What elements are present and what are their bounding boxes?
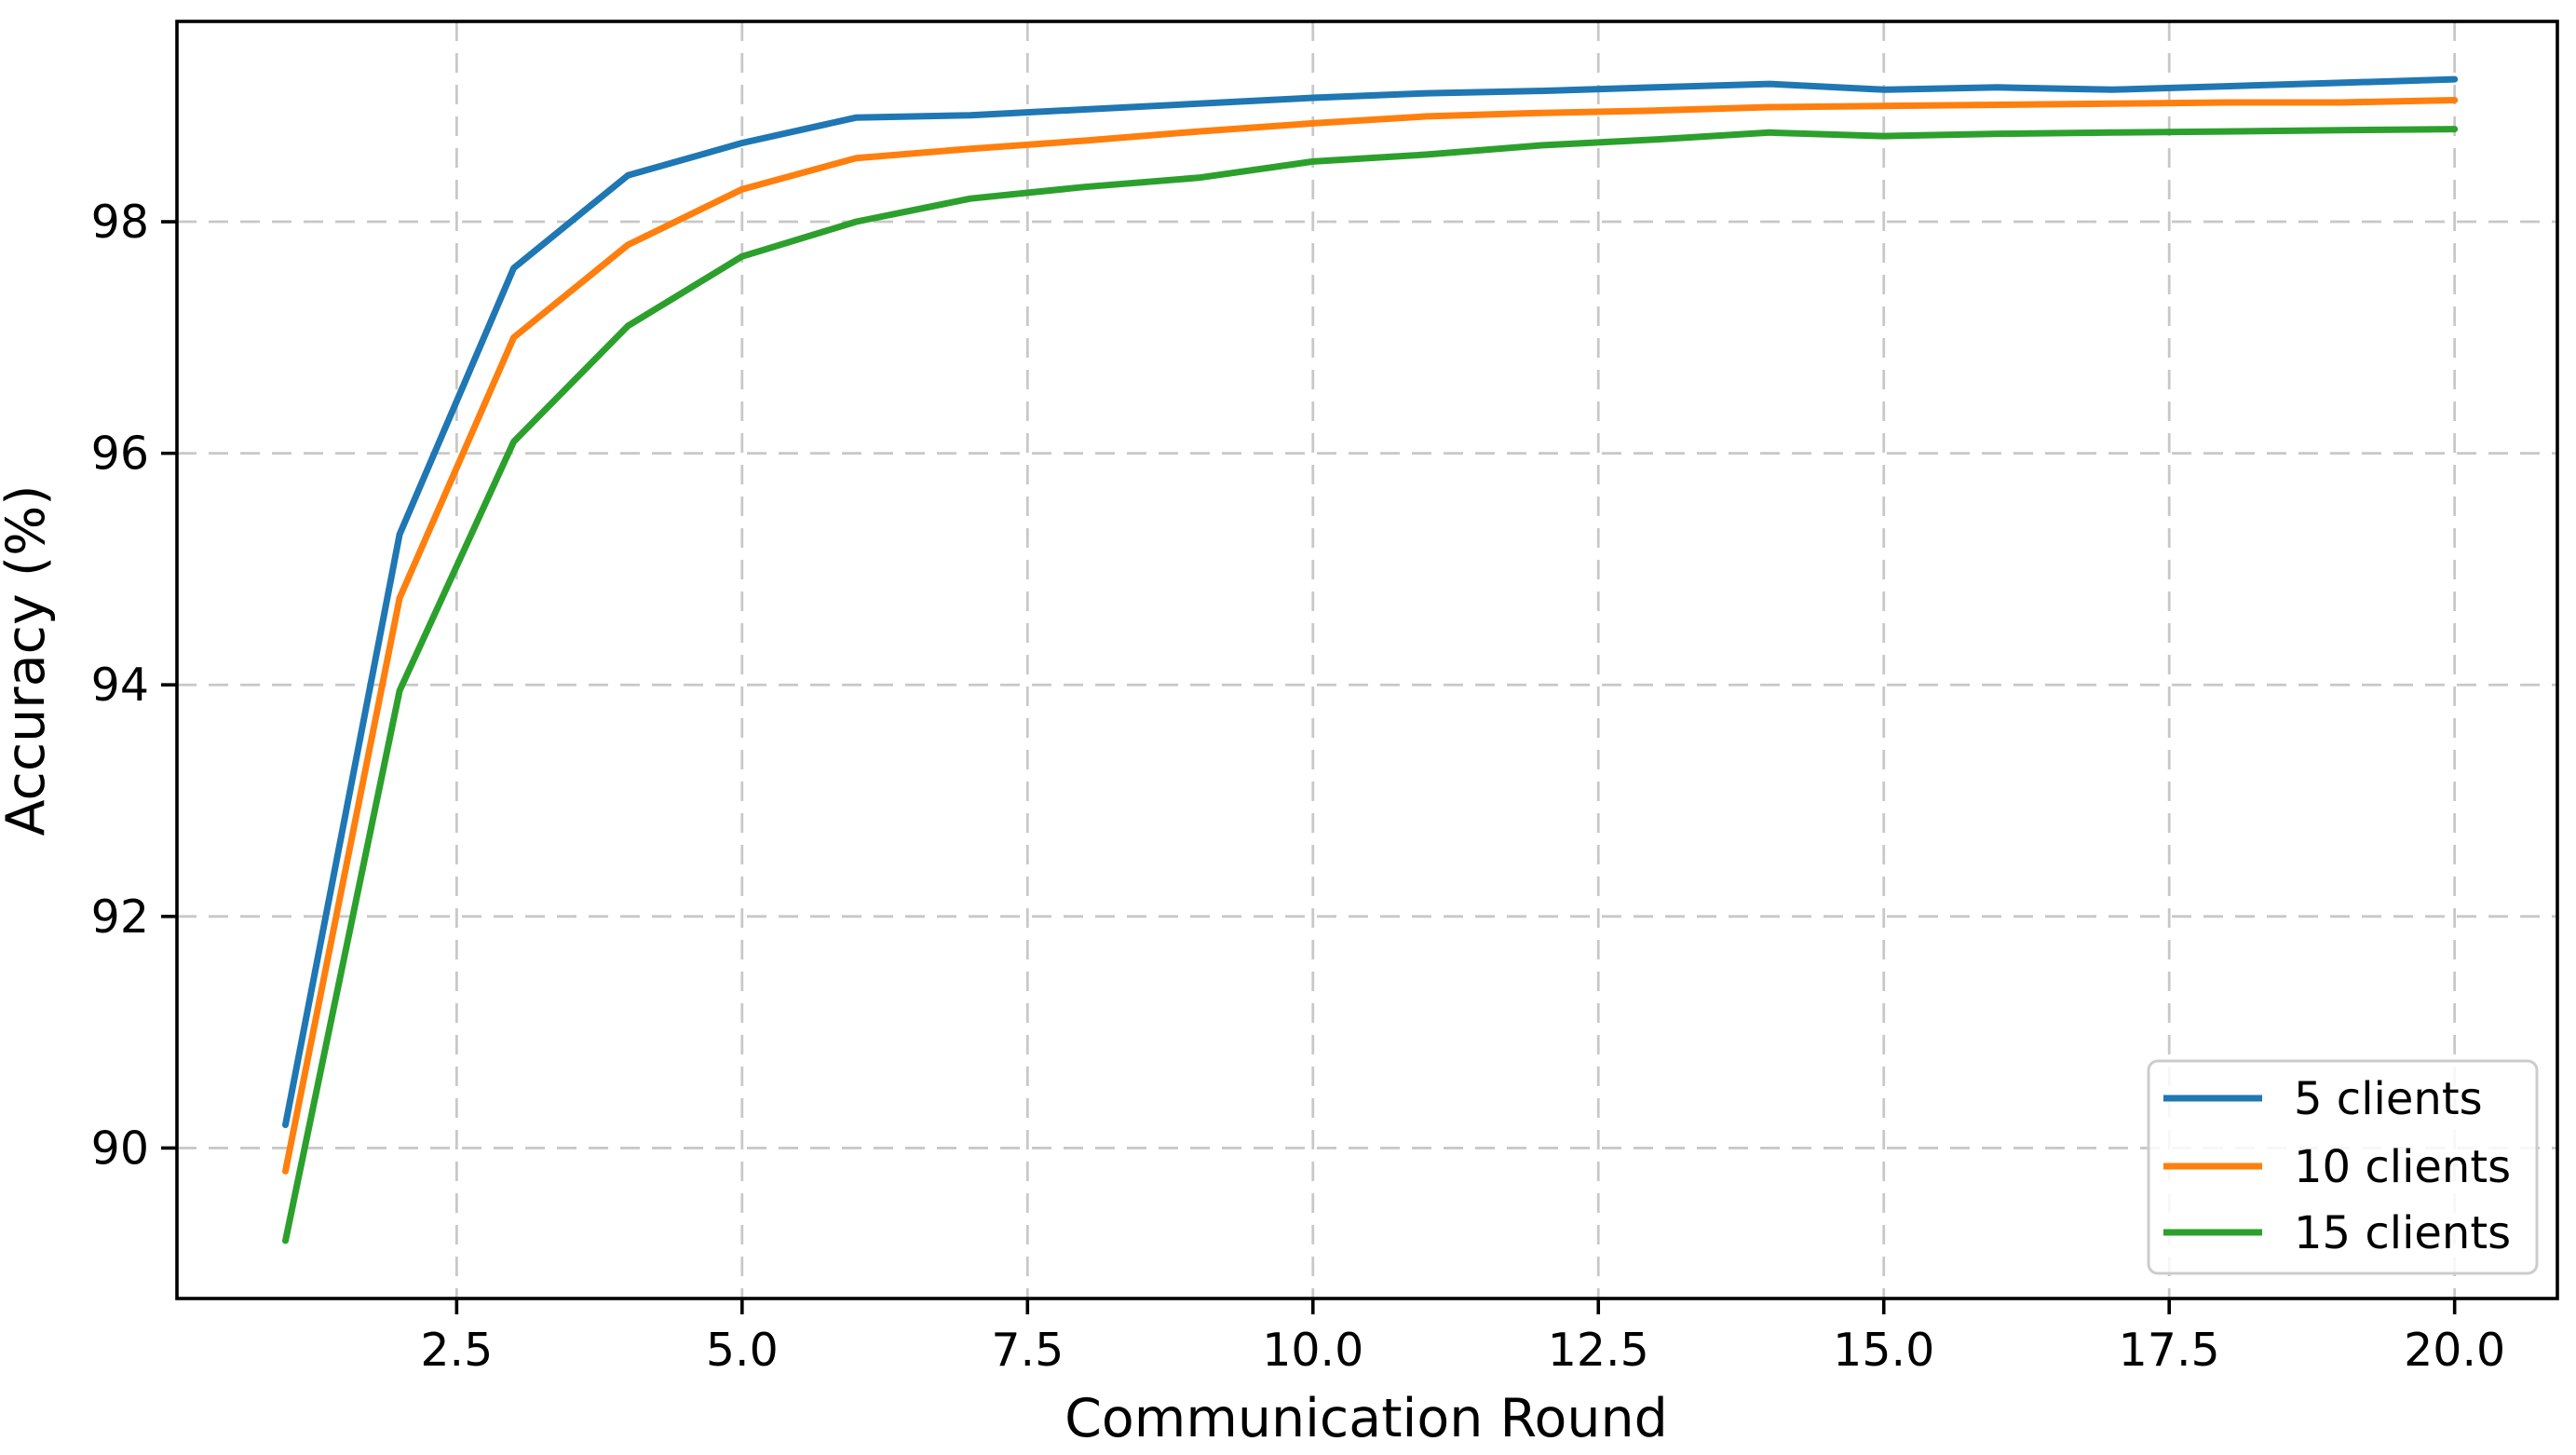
x-tick-label: 10.0 bbox=[1262, 1324, 1363, 1377]
x-axis-title: Communication Round bbox=[1064, 1388, 1668, 1449]
axes-spines bbox=[175, 20, 2559, 1300]
y-axis-title: Accuracy (%) bbox=[0, 485, 57, 836]
x-tick-label: 2.5 bbox=[420, 1324, 493, 1377]
x-tick-label: 12.5 bbox=[1548, 1324, 1649, 1377]
x-tick-label: 17.5 bbox=[2119, 1324, 2220, 1377]
legend-label: 15 clients bbox=[2294, 1207, 2511, 1259]
x-tick-label: 20.0 bbox=[2404, 1324, 2505, 1377]
series-layer bbox=[282, 75, 2459, 1244]
y-tick-label: 90 bbox=[91, 1122, 149, 1175]
series-line-10-clients bbox=[282, 97, 2459, 1175]
plot-border bbox=[175, 20, 2559, 1300]
x-tick-label: 15.0 bbox=[1833, 1324, 1934, 1377]
y-tick-label: 96 bbox=[91, 428, 149, 481]
series-line-15-clients bbox=[282, 126, 2459, 1244]
y-tick-label: 92 bbox=[91, 891, 149, 944]
y-tick-label: 94 bbox=[91, 659, 149, 712]
y-tick-label: 98 bbox=[91, 196, 149, 249]
series-line-5-clients bbox=[282, 75, 2459, 1129]
legend-label: 5 clients bbox=[2294, 1073, 2483, 1125]
legend-label: 10 clients bbox=[2294, 1141, 2511, 1193]
legend-box bbox=[2147, 1059, 2539, 1275]
x-tick-label: 5.0 bbox=[706, 1324, 779, 1377]
tick-layer: 2.5 5.0 7.5 10.0 12.5 15.0 17.5 20.0 90 92 94 96 98 bbox=[91, 196, 2506, 1377]
legend: 5 clients 10 clients 15 clients bbox=[2147, 1059, 2539, 1275]
x-tick-label: 7.5 bbox=[991, 1324, 1064, 1377]
